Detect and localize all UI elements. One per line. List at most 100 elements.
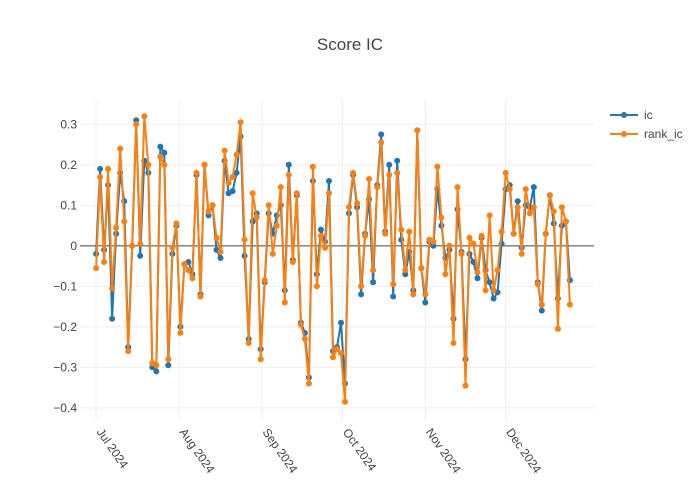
data-point[interactable] xyxy=(301,336,308,342)
data-point[interactable] xyxy=(370,279,377,286)
data-point[interactable] xyxy=(313,283,320,290)
data-point[interactable] xyxy=(97,174,104,180)
data-point[interactable] xyxy=(458,250,465,257)
data-point[interactable] xyxy=(430,238,437,245)
data-point[interactable] xyxy=(386,161,393,168)
data-point[interactable] xyxy=(189,275,196,282)
data-point[interactable] xyxy=(322,244,328,251)
data-point[interactable] xyxy=(297,321,304,328)
data-point[interactable] xyxy=(233,169,240,176)
data-point[interactable] xyxy=(177,329,184,336)
data-point[interactable] xyxy=(418,265,425,272)
data-point[interactable] xyxy=(434,163,441,170)
data-point[interactable] xyxy=(309,163,316,170)
data-point[interactable] xyxy=(422,299,429,306)
data-point[interactable] xyxy=(161,161,168,168)
data-point[interactable] xyxy=(366,176,373,182)
data-point[interactable] xyxy=(326,178,332,184)
data-point[interactable] xyxy=(193,169,200,176)
data-point[interactable] xyxy=(285,171,292,178)
data-point[interactable] xyxy=(137,252,144,259)
data-point[interactable] xyxy=(141,113,148,120)
data-point[interactable] xyxy=(97,165,104,172)
data-point[interactable] xyxy=(498,228,505,235)
data-point[interactable] xyxy=(249,190,256,197)
data-point[interactable] xyxy=(398,226,405,233)
data-point[interactable] xyxy=(354,200,361,207)
data-point[interactable] xyxy=(241,236,248,243)
data-point[interactable] xyxy=(93,265,100,272)
data-point[interactable] xyxy=(454,184,461,191)
data-point[interactable] xyxy=(113,224,120,231)
data-point[interactable] xyxy=(514,198,521,205)
data-point[interactable] xyxy=(285,161,292,168)
data-point[interactable] xyxy=(117,145,124,152)
data-point[interactable] xyxy=(402,271,409,278)
data-point[interactable] xyxy=(558,204,565,211)
data-point[interactable] xyxy=(338,350,344,357)
data-point[interactable] xyxy=(474,275,481,282)
data-point[interactable] xyxy=(109,285,116,292)
data-point[interactable] xyxy=(105,165,112,172)
data-point[interactable] xyxy=(370,267,377,274)
data-point[interactable] xyxy=(350,169,357,176)
data-point[interactable] xyxy=(546,192,553,199)
data-point[interactable] xyxy=(245,340,252,346)
data-point[interactable] xyxy=(225,180,232,186)
data-point[interactable] xyxy=(482,287,489,294)
data-point[interactable] xyxy=(269,250,276,257)
data-point[interactable] xyxy=(330,354,336,361)
data-point[interactable] xyxy=(358,291,365,298)
data-point[interactable] xyxy=(486,212,493,219)
data-point[interactable] xyxy=(346,204,352,211)
data-point[interactable] xyxy=(213,234,220,241)
data-point[interactable] xyxy=(165,362,172,369)
legend-item-rank-ic[interactable]: rank_ic xyxy=(610,127,683,141)
data-point[interactable] xyxy=(233,151,240,158)
data-point[interactable] xyxy=(530,204,537,211)
data-point[interactable] xyxy=(317,226,324,233)
data-point[interactable] xyxy=(125,348,132,355)
legend-item-ic[interactable]: ic xyxy=(610,108,653,122)
data-point[interactable] xyxy=(161,149,168,156)
data-point[interactable] xyxy=(305,380,312,387)
data-point[interactable] xyxy=(378,139,385,146)
data-point[interactable] xyxy=(502,169,509,176)
data-point[interactable] xyxy=(390,281,397,288)
data-point[interactable] xyxy=(153,368,160,375)
data-point[interactable] xyxy=(538,307,545,314)
data-point[interactable] xyxy=(293,190,300,197)
data-point[interactable] xyxy=(410,291,417,298)
data-point[interactable] xyxy=(526,210,533,217)
data-point[interactable] xyxy=(197,293,204,300)
data-point[interactable] xyxy=(518,250,525,257)
data-point[interactable] xyxy=(362,232,369,239)
data-point[interactable] xyxy=(478,232,485,239)
data-point[interactable] xyxy=(550,208,557,215)
data-point[interactable] xyxy=(442,271,449,278)
data-point[interactable] xyxy=(462,382,469,389)
data-point[interactable] xyxy=(466,234,473,241)
data-point[interactable] xyxy=(201,161,208,168)
data-point[interactable] xyxy=(446,242,453,249)
data-point[interactable] xyxy=(394,157,401,164)
data-point[interactable] xyxy=(534,281,541,288)
data-point[interactable] xyxy=(554,325,561,332)
data-point[interactable] xyxy=(562,218,569,225)
data-point[interactable] xyxy=(374,184,381,191)
data-point[interactable] xyxy=(173,220,180,227)
data-point[interactable] xyxy=(253,214,260,221)
data-point[interactable] xyxy=(257,356,264,363)
data-point[interactable] xyxy=(137,240,144,247)
data-point[interactable] xyxy=(378,131,385,138)
data-point[interactable] xyxy=(281,299,288,306)
data-point[interactable] xyxy=(402,267,409,274)
data-point[interactable] xyxy=(221,147,228,154)
data-point[interactable] xyxy=(522,186,529,193)
data-point[interactable] xyxy=(121,218,128,225)
data-point[interactable] xyxy=(217,255,224,261)
data-point[interactable] xyxy=(510,230,517,237)
data-point[interactable] xyxy=(358,283,365,290)
data-point[interactable] xyxy=(277,184,284,191)
data-point[interactable] xyxy=(169,244,176,251)
